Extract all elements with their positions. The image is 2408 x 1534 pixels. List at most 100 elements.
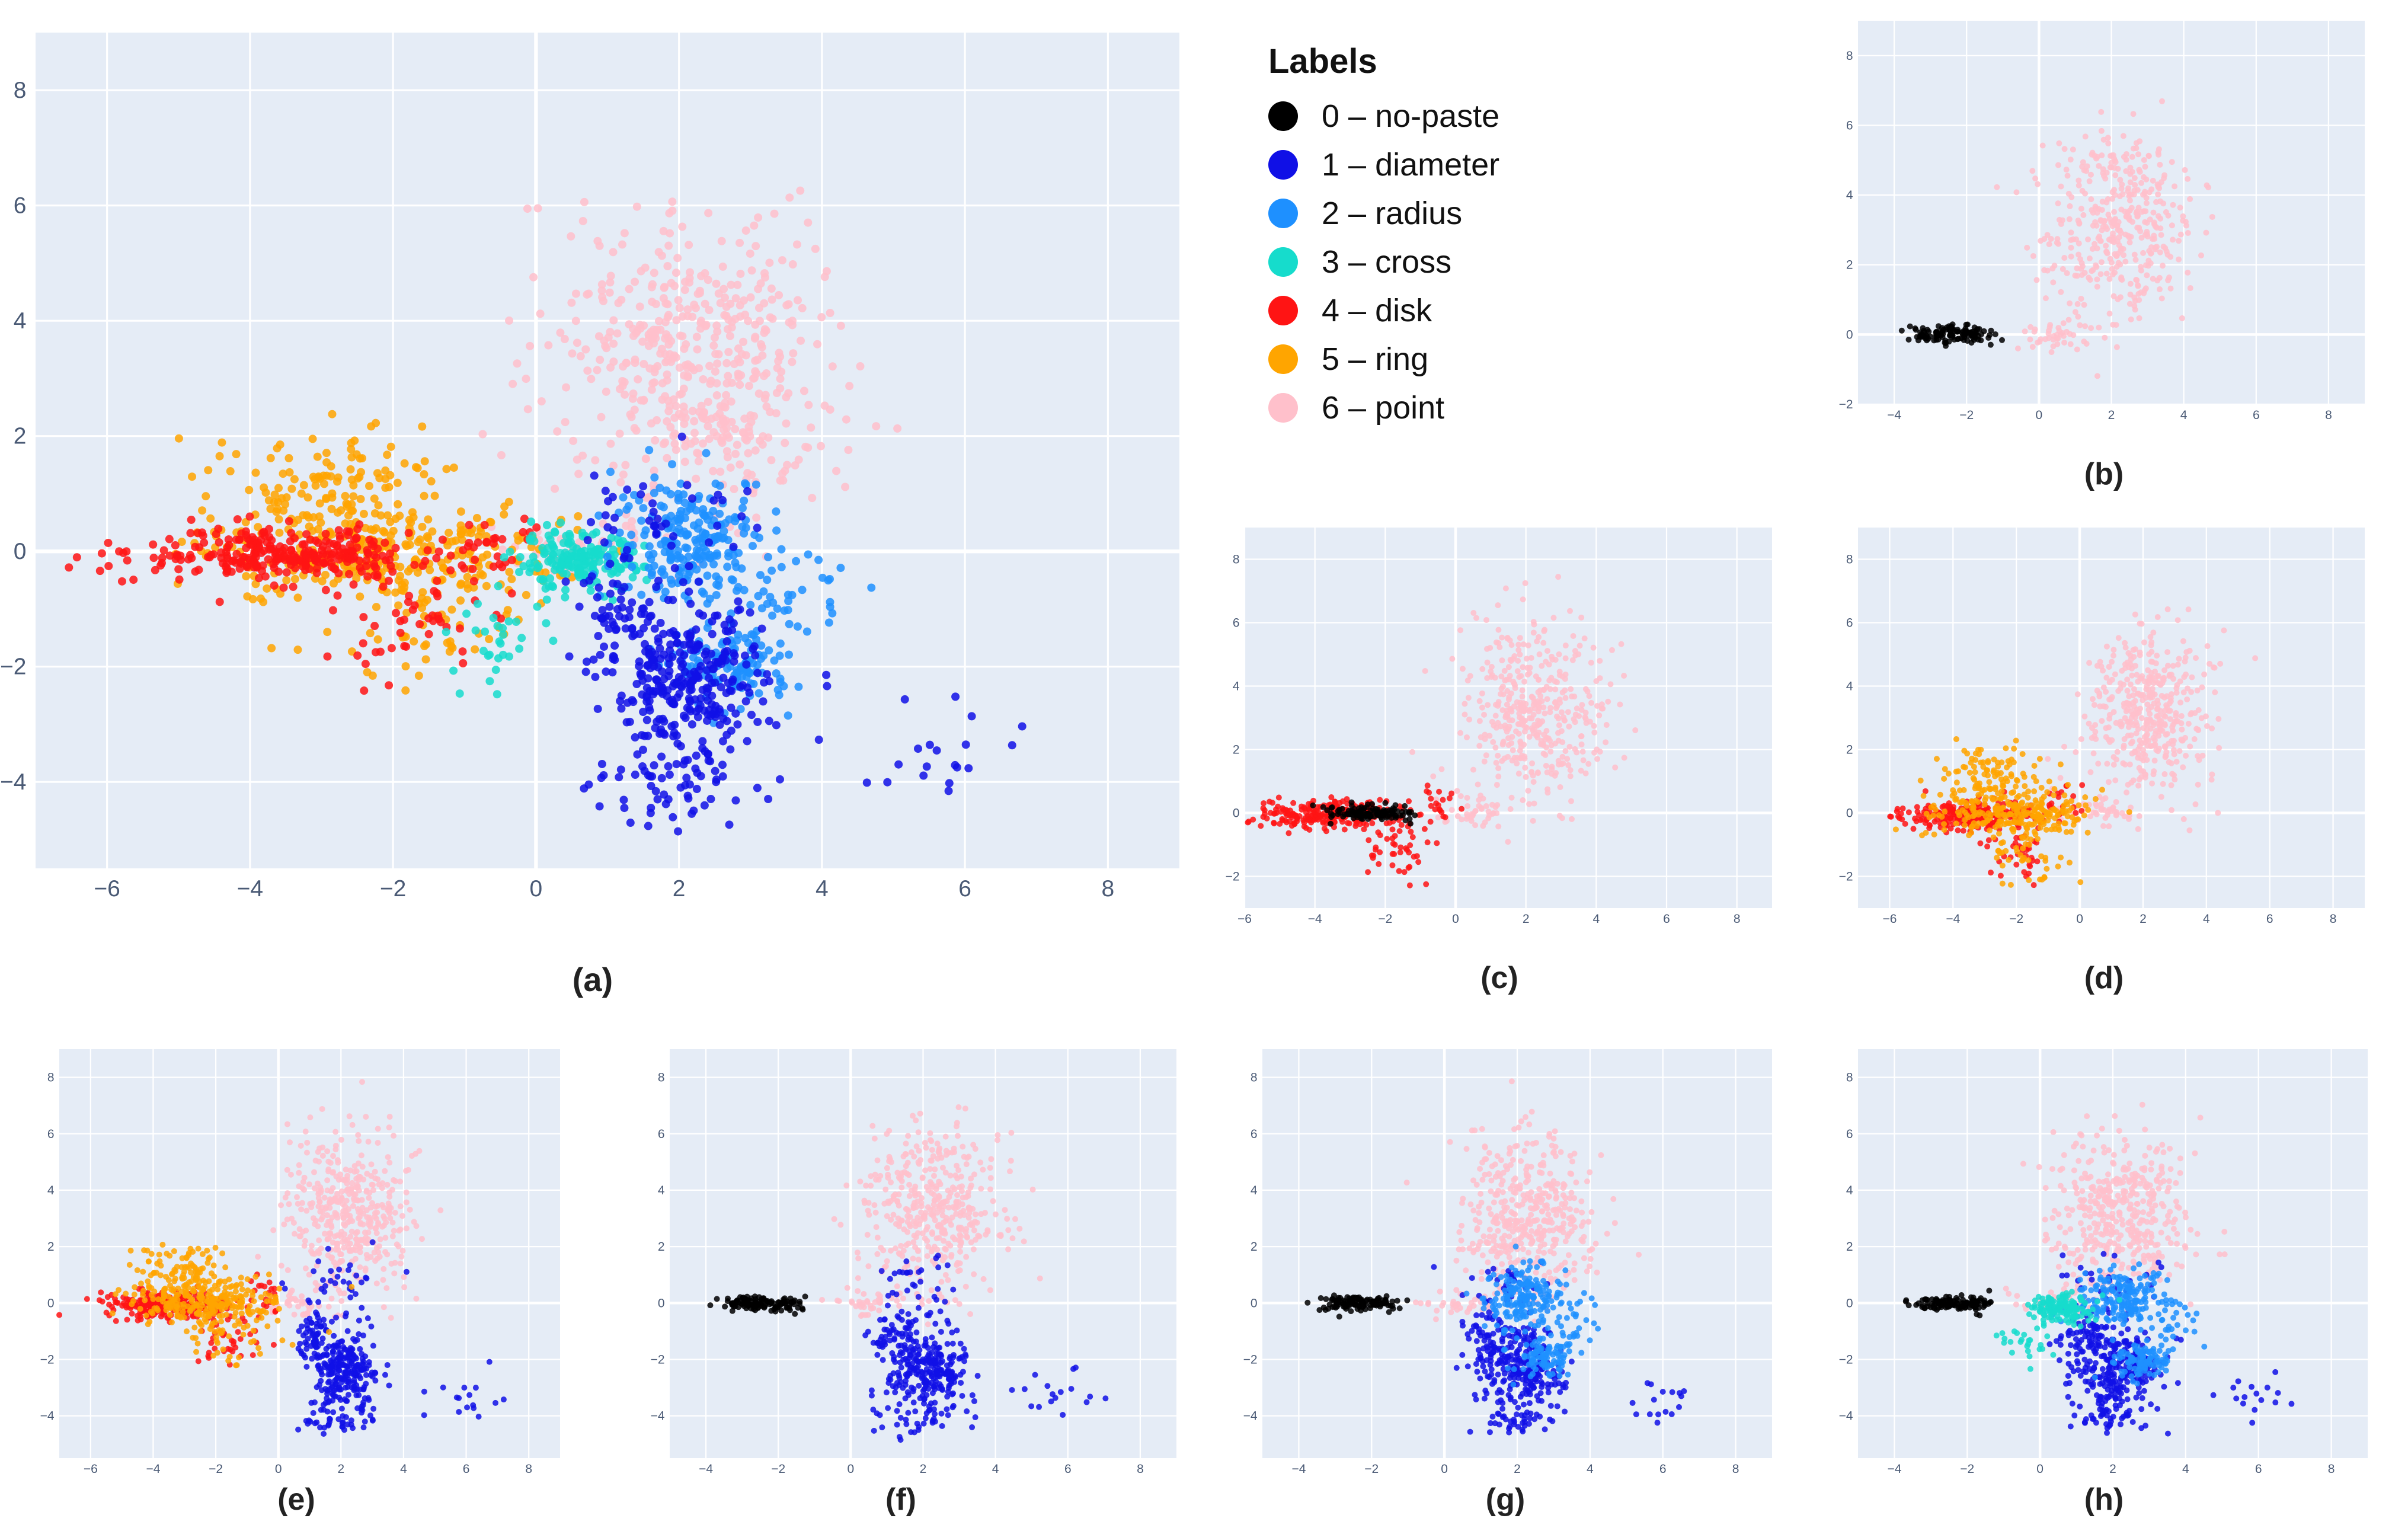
point-point: [2063, 328, 2070, 335]
point-point: [615, 429, 624, 438]
point-point: [641, 263, 650, 272]
point-point: [776, 375, 785, 384]
point-ring: [456, 596, 465, 605]
point-point: [650, 269, 658, 277]
point-point: [661, 318, 670, 327]
point-diameter: [646, 772, 655, 781]
point-point: [2126, 301, 2133, 307]
point-point: [2083, 168, 2090, 174]
point-no-paste: [1365, 816, 1371, 822]
point-point: [1562, 748, 1569, 755]
point-ring: [1937, 791, 1943, 798]
point-radius: [628, 541, 637, 549]
point-radius: [773, 604, 782, 613]
point-cross: [498, 650, 507, 659]
point-point: [1596, 712, 1603, 718]
point-disk: [1424, 782, 1431, 789]
point-no-paste: [1968, 340, 1975, 346]
point-point: [1994, 184, 2000, 190]
point-disk: [2030, 882, 2037, 889]
point-ring: [276, 589, 285, 598]
point-point: [2199, 684, 2205, 691]
point-point: [2100, 684, 2107, 691]
point-diameter: [651, 522, 660, 530]
y-tick-label: 0: [14, 539, 27, 564]
point-diameter: [944, 787, 953, 795]
point-ring: [2081, 812, 2087, 819]
point-point: [2118, 276, 2124, 282]
point-disk: [351, 534, 360, 543]
point-diameter: [639, 708, 648, 717]
point-disk: [373, 544, 382, 553]
point-diameter: [580, 784, 589, 793]
point-diameter: [698, 737, 707, 746]
point-point: [678, 222, 687, 231]
point-point: [2035, 181, 2041, 187]
point-ring: [251, 468, 260, 477]
point-point: [1517, 651, 1523, 658]
point-point: [1422, 667, 1428, 674]
point-disk: [302, 530, 311, 539]
point-point: [600, 336, 609, 345]
point-disk: [1389, 826, 1396, 833]
point-point: [569, 436, 578, 445]
point-point: [2145, 153, 2152, 159]
point-diameter: [606, 560, 615, 568]
point-point: [1557, 699, 1563, 706]
point-ring: [418, 522, 427, 531]
point-point: [2082, 323, 2089, 330]
point-disk: [149, 540, 158, 549]
point-point: [1487, 645, 1494, 651]
point-point: [659, 294, 668, 303]
point-diameter: [703, 716, 712, 725]
point-point: [2061, 255, 2068, 261]
point-disk: [194, 565, 203, 574]
point-point: [2109, 266, 2115, 272]
point-point: [2156, 146, 2162, 152]
point-disk: [355, 556, 364, 565]
point-point: [2070, 146, 2076, 153]
point-point: [1482, 731, 1488, 738]
point-disk: [391, 544, 400, 552]
point-diameter: [706, 649, 715, 658]
point-diameter: [669, 532, 678, 541]
point-radius: [698, 587, 706, 596]
point-no-paste: [1406, 816, 1413, 822]
point-cross: [471, 626, 480, 635]
point-point: [2192, 710, 2198, 717]
point-point: [2112, 217, 2118, 223]
point-ring: [418, 422, 427, 431]
point-radius: [784, 711, 792, 720]
point-point: [2185, 606, 2192, 613]
point-diameter: [708, 629, 717, 638]
point-diameter: [651, 724, 660, 733]
point-ring: [471, 645, 479, 654]
point-point: [2135, 746, 2142, 753]
point-disk: [1986, 823, 1993, 829]
point-point: [2158, 232, 2164, 238]
point-ring: [394, 500, 402, 509]
point-ring: [396, 571, 405, 580]
point-point: [712, 391, 721, 400]
point-radius: [763, 576, 772, 584]
point-point: [2080, 212, 2087, 218]
point-disk: [224, 535, 233, 544]
point-point: [2074, 301, 2081, 307]
point-diameter: [685, 780, 694, 789]
point-point: [615, 385, 624, 394]
point-point: [726, 299, 735, 308]
point-point: [2094, 283, 2100, 290]
point-point: [680, 277, 689, 286]
point-diameter: [652, 529, 661, 538]
point-no-paste: [1394, 808, 1400, 814]
point-radius: [776, 639, 785, 648]
point-diameter: [686, 645, 695, 654]
point-point: [2144, 219, 2150, 226]
point-point: [670, 282, 679, 290]
point-point: [2045, 756, 2051, 762]
point-point: [1582, 770, 1589, 776]
point-point: [672, 316, 681, 325]
point-no-paste: [1992, 331, 1998, 337]
point-point: [1546, 677, 1553, 683]
point-point: [1579, 749, 1586, 755]
